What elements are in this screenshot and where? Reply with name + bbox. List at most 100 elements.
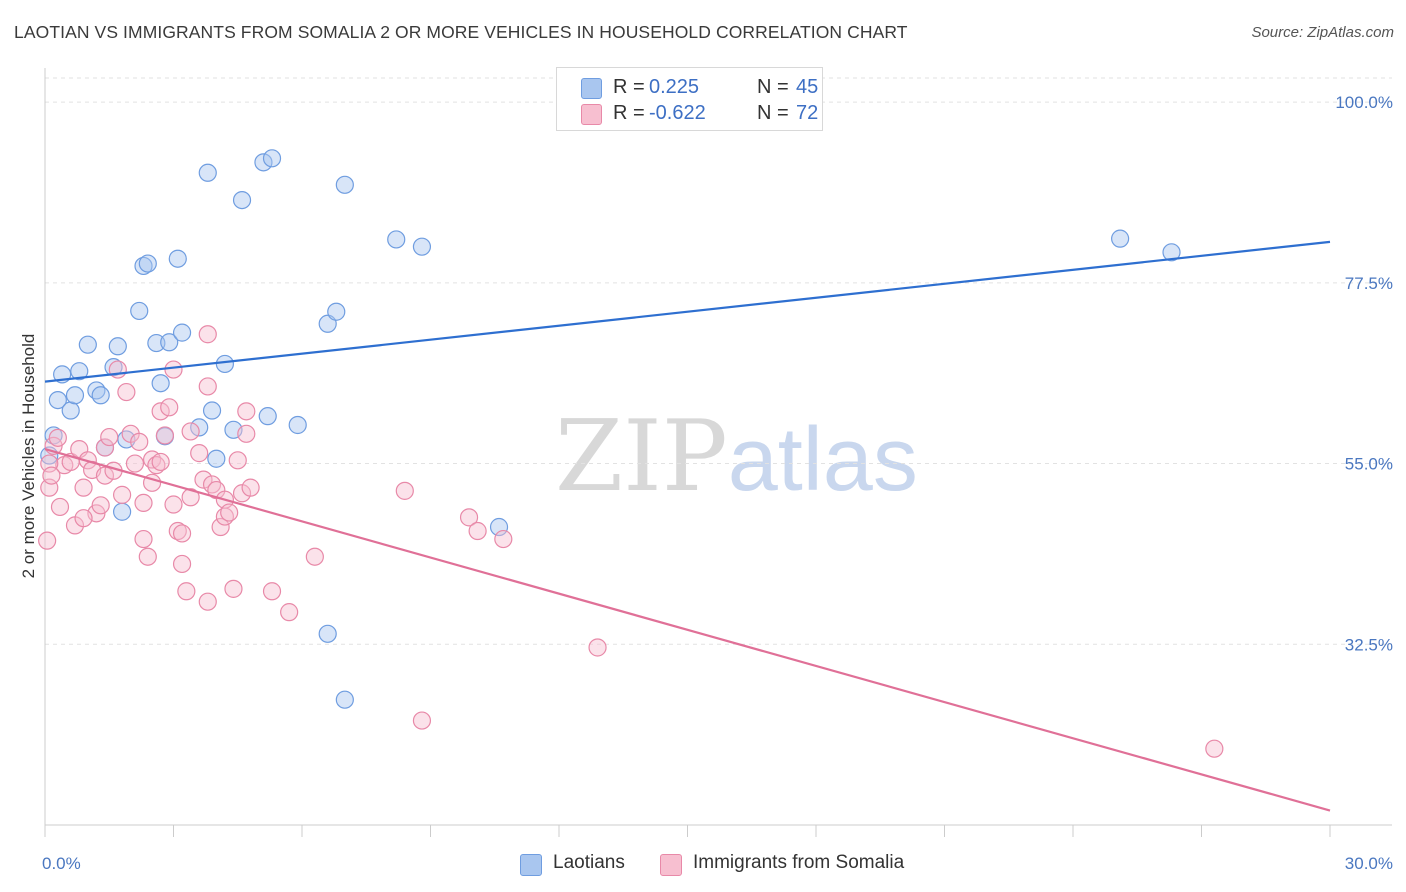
n-label: N = [757, 102, 789, 124]
laotians-point [215, 354, 234, 374]
somalia-point [117, 382, 136, 402]
correlation-legend: R = 0.225 N = 45 R = -0.622 N = 72 [556, 67, 823, 131]
laotians-point [262, 149, 282, 168]
somalia-point [412, 711, 432, 730]
y-tick-labels: 100.0% 77.5% 55.0% 32.5% [1335, 93, 1393, 654]
somalia-point [164, 495, 183, 514]
laotians-point [335, 690, 354, 709]
laotians-point [130, 301, 149, 321]
laotians-trend-line [44, 240, 1331, 383]
somalia-point [100, 427, 119, 447]
somalia-point [198, 325, 217, 344]
somalia-point [151, 452, 170, 472]
n-value: 72 [796, 102, 819, 124]
somalia-point [172, 554, 192, 574]
somalia-point [220, 503, 239, 522]
somalia-point [134, 493, 153, 513]
laotians-point [207, 449, 226, 468]
somalia-point [194, 470, 213, 489]
laotians-point [412, 237, 432, 256]
grid-lines [45, 77, 1392, 645]
laotians-point [258, 407, 277, 426]
n-value: 45 [796, 76, 819, 98]
somalia-point [130, 432, 149, 451]
somalia-point [228, 451, 247, 470]
laotians-point [112, 502, 132, 521]
somalia-point [138, 547, 157, 566]
somalia-point [395, 481, 414, 500]
legend-swatch-laotians [581, 78, 602, 99]
legend-swatch-somalia [660, 854, 682, 876]
x-tick-label: 30.0% [1345, 854, 1393, 873]
somalia-point [211, 517, 230, 537]
laotians-point [254, 153, 273, 172]
watermark-zip: ZIP [555, 400, 728, 514]
somalia-point [177, 582, 196, 601]
laotians-point [232, 190, 252, 210]
laotians-point [387, 230, 406, 249]
x-tick-label: 0.0% [42, 854, 81, 873]
laotians-point [489, 517, 509, 537]
laotians-point [168, 249, 187, 268]
somalia-point [108, 360, 127, 379]
source-credit: Source: ZipAtlas.com [1251, 24, 1394, 41]
laotians-point [160, 333, 179, 352]
laotians-point [318, 624, 337, 643]
somalia-points [38, 325, 1224, 758]
laotians-point [1111, 229, 1130, 248]
somalia-point [172, 524, 192, 543]
r-value: -0.622 [649, 102, 706, 124]
somalia-point [134, 529, 153, 549]
legend-swatch-laotians [520, 854, 542, 876]
chart-title: LAOTIAN VS IMMIGRANTS FROM SOMALIA 2 OR … [14, 22, 908, 42]
somalia-point [241, 478, 260, 497]
laotians-point [48, 390, 67, 410]
somalia-point [588, 638, 607, 657]
laotians-point [327, 302, 346, 321]
somalia-point [91, 496, 110, 515]
laotians-point [91, 386, 110, 405]
somalia-point [1205, 739, 1224, 758]
somalia-point [262, 582, 282, 601]
laotians-point [190, 418, 209, 437]
r-label: R = [613, 76, 645, 98]
somalia-point [151, 402, 170, 421]
laotians-point [65, 386, 85, 405]
laotians-point [151, 374, 170, 393]
laotians-point [1162, 243, 1181, 262]
y-tick-label: 55.0% [1345, 455, 1393, 474]
laotians-point [172, 323, 192, 342]
somalia-point [50, 497, 70, 517]
somalia-point [459, 508, 479, 527]
somalia-point [190, 444, 209, 463]
somalia-point [468, 521, 487, 541]
laotians-point [198, 163, 217, 182]
somalia-point [95, 438, 115, 457]
legend-label-somalia: Immigrants from Somalia [693, 852, 905, 873]
laotians-point [147, 333, 166, 353]
somalia-trend-line [44, 448, 1331, 812]
y-tick-label: 77.5% [1345, 274, 1393, 293]
somalia-point [125, 454, 145, 473]
laotians-point [78, 335, 97, 354]
somalia-point [305, 547, 324, 566]
n-label: N = [757, 76, 789, 98]
laotians-point [70, 362, 89, 381]
somalia-point [198, 592, 217, 611]
x-tick-labels: 0.0% 30.0% [42, 854, 1393, 873]
somalia-point [237, 424, 256, 443]
y-tick-label: 100.0% [1335, 93, 1393, 112]
y-tick-label: 32.5% [1345, 635, 1393, 654]
somalia-point [74, 509, 93, 528]
somalia-point [74, 478, 93, 497]
legend-label-laotians: Laotians [553, 852, 625, 873]
laotians-point [108, 337, 127, 356]
laotians-point [138, 254, 157, 273]
laotians-points [40, 149, 1181, 709]
laotians-point [61, 401, 80, 420]
r-label: R = [613, 102, 645, 124]
somalia-point [160, 398, 179, 417]
legend-swatch-somalia [581, 104, 602, 125]
laotians-point [288, 415, 307, 435]
watermark-atlas: atlas [727, 410, 918, 510]
